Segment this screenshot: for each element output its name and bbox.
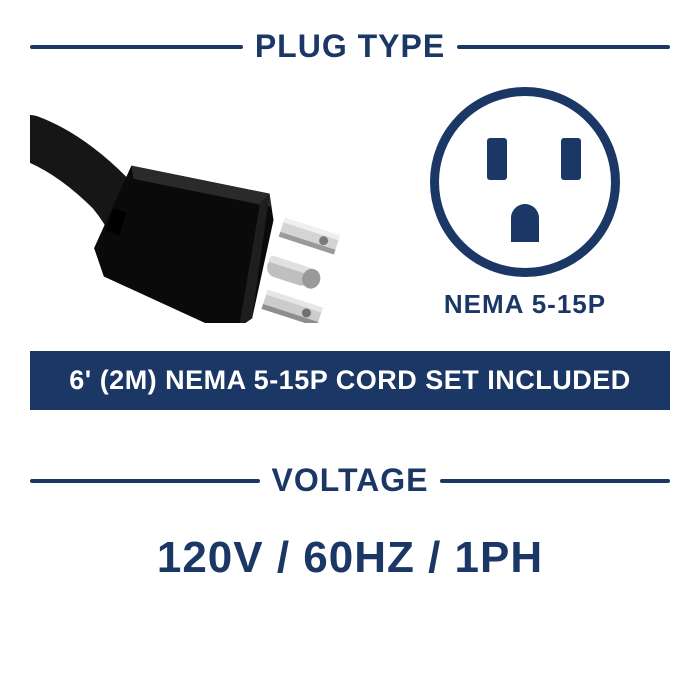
header-line-left [30,45,243,49]
outlet-ground [511,204,539,242]
cord-included-banner: 6' (2M) NEMA 5-15P CORD SET INCLUDED [30,351,670,410]
voltage-header: VOLTAGE [30,462,670,499]
outlet-diagram: NEMA 5-15P [430,87,620,320]
plug-type-title: PLUG TYPE [255,28,445,65]
plug-photo [30,83,360,323]
outlet-slot-right [561,138,581,180]
plug-illustration-row: NEMA 5-15P [30,83,670,341]
plug-type-header: PLUG TYPE [30,28,670,65]
header-line-right [457,45,670,49]
outlet-circle [430,87,620,277]
header-line-left [30,479,260,483]
voltage-title: VOLTAGE [272,462,429,499]
voltage-value: 120V / 60HZ / 1PH [30,517,670,583]
header-line-right [440,479,670,483]
outlet-label: NEMA 5-15P [444,289,606,320]
outlet-slot-left [487,138,507,180]
plug-icon [30,83,360,323]
